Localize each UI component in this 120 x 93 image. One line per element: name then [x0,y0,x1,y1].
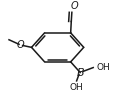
Text: OH: OH [97,63,111,72]
Text: B: B [76,68,84,78]
Text: O: O [70,1,78,11]
Text: OH: OH [70,83,84,92]
Text: O: O [17,40,25,50]
